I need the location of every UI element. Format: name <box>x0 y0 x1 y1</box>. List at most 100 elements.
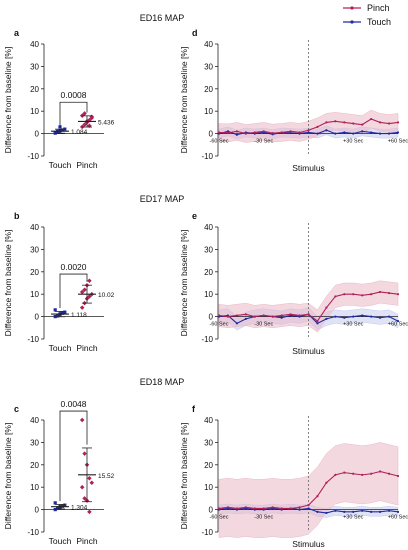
touch-data-point <box>60 128 64 132</box>
y-tick-label: 0 <box>35 130 40 139</box>
y-tick-label: 40 <box>30 416 39 425</box>
panel-letter: c <box>14 404 19 414</box>
pinch-data-point <box>87 278 92 284</box>
touch-data-point <box>379 510 382 513</box>
pinch-data-point <box>316 319 319 323</box>
p-value-label: 0.0020 <box>61 262 87 272</box>
pinch-data-point <box>379 290 382 294</box>
y-tick-label: 40 <box>30 223 39 232</box>
pinch-data-point <box>316 495 319 498</box>
p-value-label: 0.0048 <box>61 399 87 409</box>
pinch-data-point <box>387 472 391 475</box>
touch-data-point <box>396 510 400 513</box>
touch-data-point <box>53 508 57 512</box>
pinch-data-point <box>82 451 87 456</box>
figure-legend: Pinch Touch <box>343 3 391 27</box>
touch-data-point <box>343 131 346 134</box>
x-axis-label: Stimulus <box>292 163 325 173</box>
touch-data-point <box>361 130 364 133</box>
touch-data-point <box>235 322 238 325</box>
x-tick-label: -30 Sec <box>254 515 273 521</box>
touch-data-point <box>56 314 60 318</box>
x-tick-label: +30 Sec <box>343 139 364 145</box>
touch-data-point <box>325 129 328 132</box>
x-tick-label: -30 Sec <box>254 139 273 145</box>
legend-touch-label: Touch <box>367 17 391 27</box>
pinch-data-point <box>370 293 373 296</box>
x-tick-label: -60 Sec <box>210 322 229 328</box>
x-tick-label: +30 Sec <box>343 515 364 521</box>
panel-title: ED18 MAP <box>140 377 185 387</box>
mean-value-label: 5.436 <box>98 119 115 126</box>
x-tick-label: -30 Sec <box>254 322 273 328</box>
touch-data-point <box>56 506 60 510</box>
pinch-data-point <box>361 294 364 297</box>
pinch-data-point <box>334 295 337 298</box>
touch-data-point <box>352 510 355 513</box>
x-category-label: Touch <box>49 343 72 353</box>
pinch-data-point <box>89 480 95 485</box>
y-tick-label: 0 <box>35 506 40 515</box>
pinch-data-point <box>235 507 238 510</box>
pinch-data-point <box>396 474 400 478</box>
legend-pinch-label: Pinch <box>367 3 390 13</box>
pinch-data-point <box>387 291 391 295</box>
y-tick-label: -10 <box>27 152 39 161</box>
pinch-data-point <box>396 293 400 296</box>
y-tick-label: 10 <box>30 483 39 492</box>
pinch-data-point <box>325 121 328 124</box>
pinch-data-point <box>298 506 301 509</box>
touch-data-point <box>53 130 57 135</box>
pinch-data-point <box>307 313 310 316</box>
y-tick-label: 30 <box>30 62 39 71</box>
p-value-label: 0.0008 <box>61 90 87 100</box>
pinch-data-point <box>352 122 355 125</box>
touch-data-point <box>343 316 346 319</box>
y-axis-label: Difference from baseline [%] <box>3 423 13 530</box>
x-category-label: Touch <box>49 536 72 546</box>
y-tick-label: 30 <box>204 245 213 254</box>
pinch-data-point <box>79 305 85 310</box>
pinch-data-point <box>226 131 230 135</box>
touch-data-point <box>387 132 391 135</box>
pinch-data-point <box>226 506 230 509</box>
touch-data-point <box>387 315 391 318</box>
pinch-data-point <box>370 117 373 121</box>
panel-letter: a <box>14 28 20 38</box>
pinch-data-point <box>370 472 373 475</box>
pinch-data-point <box>253 131 256 134</box>
y-tick-label: 30 <box>204 438 213 447</box>
pinch-data-point <box>217 131 221 134</box>
touch-data-point <box>53 501 57 505</box>
mean-value-label: 1.084 <box>71 129 88 136</box>
y-tick-label: -10 <box>201 528 213 537</box>
pinch-data-point <box>289 507 292 510</box>
pinch-data-point <box>387 122 391 125</box>
y-axis-label: Difference from baseline [%] <box>179 230 189 337</box>
pinch-data-point <box>325 481 328 484</box>
touch-data-point <box>316 132 319 135</box>
panels-layer: ED16 MAP a -10 0 10 20 30 40 Difference from bas… <box>3 13 408 549</box>
touch-data-point <box>307 507 310 510</box>
touch-data-point <box>316 510 319 513</box>
touch-data-point <box>370 315 373 318</box>
y-tick-label: 20 <box>30 461 39 470</box>
pinch-data-point <box>217 314 221 317</box>
panel-letter: b <box>14 211 20 221</box>
touch-data-point <box>325 511 328 515</box>
pinch-data-point <box>298 131 301 134</box>
pinch-data-point <box>334 473 337 476</box>
x-tick-label: +60 Sec <box>388 322 408 328</box>
pinch-data-point <box>253 507 256 510</box>
touch-data-point <box>334 315 337 318</box>
touch-data-point <box>396 319 400 323</box>
pinch-data-point <box>352 472 355 475</box>
touch-data-point <box>352 132 355 135</box>
pinch-data-point <box>334 120 337 123</box>
y-tick-label: 30 <box>30 438 39 447</box>
touch-data-point <box>370 131 373 134</box>
touch-data-point <box>343 510 346 513</box>
panel-title: ED16 MAP <box>140 13 185 23</box>
panel-letter: d <box>192 28 198 38</box>
